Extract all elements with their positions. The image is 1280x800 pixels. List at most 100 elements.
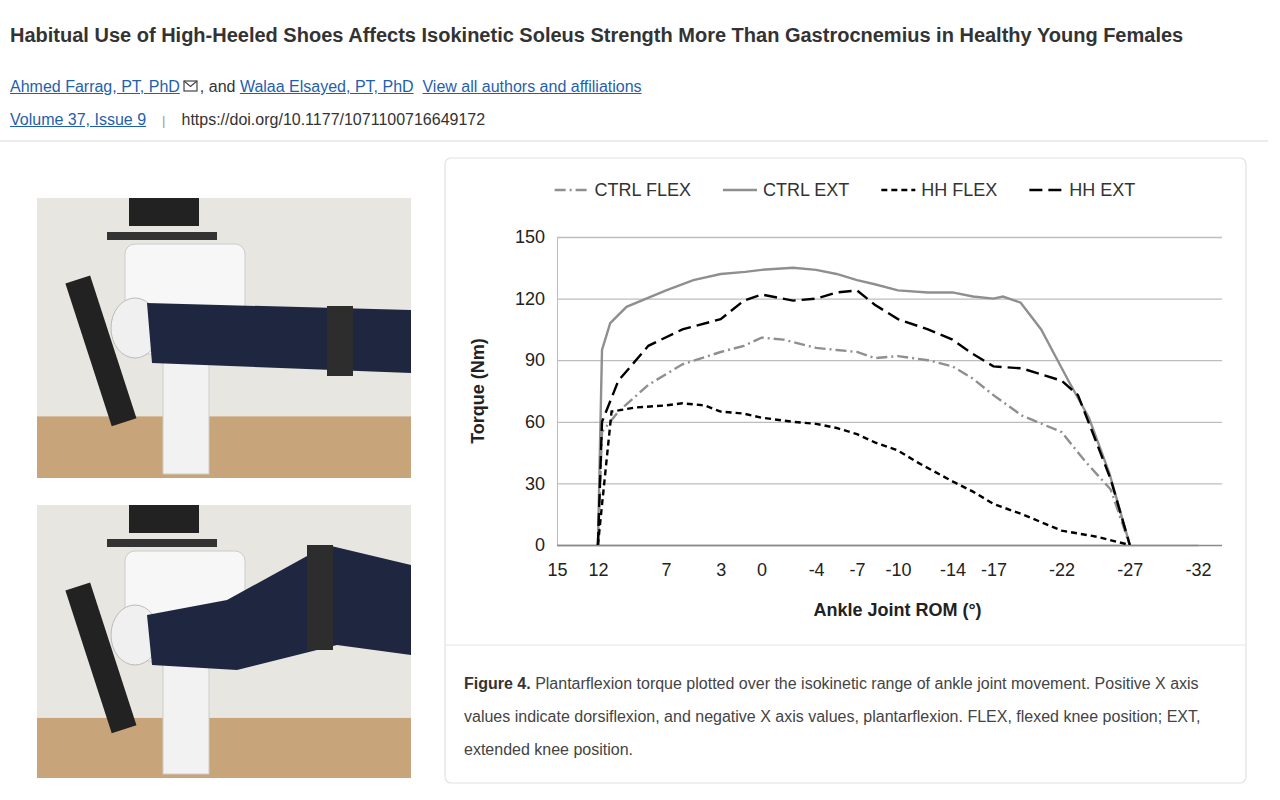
x-tick: -32 [1185,545,1211,580]
author-line: Ahmed Farrag, PT, PhD , and Walaa Elsayed… [10,78,642,96]
series-line [598,403,1130,545]
x-tick: -10 [885,545,911,580]
photo-strap [307,545,333,650]
x-tick-label: -32 [1185,560,1211,580]
photo-wall [37,505,411,778]
photo [37,505,411,778]
header-rule [0,141,1268,142]
grid-line [557,422,1222,423]
author-link[interactable]: Ahmed Farrag, PT, PhD [10,78,180,95]
doi: https://doi.org/10.1177/1071100716649172 [181,111,485,128]
x-tick: 12 [588,545,608,580]
legend-label: HH FLEX [921,180,997,200]
issue-line: Volume 37, Issue 9 | https://doi.org/10.11… [10,111,485,129]
y-tick: 60 [525,412,1222,432]
grid-line [557,545,1222,546]
legend-swatch [1029,189,1063,191]
plot-lines [598,268,1130,545]
all-authors-link[interactable]: View all authors and affiliations [422,78,641,95]
mail-icon-flap [184,81,197,87]
x-tick-label: -7 [850,560,866,580]
photo-stand [163,354,209,474]
x-tick-label: -27 [1117,560,1143,580]
legend-item: CTRL FLEX [555,180,691,200]
x-axis: 15 12 7 3 0 -4 -7 -10 -14 -17 -22 -27 -32 [547,545,1211,580]
x-tick: -17 [981,545,1007,580]
series-line [598,268,1130,545]
x-tick-label: -14 [940,560,966,580]
x-tick: 7 [662,545,672,580]
issue-link[interactable]: Volume 37, Issue 9 [10,111,146,128]
x-tick: -22 [1049,545,1075,580]
separator: | [162,113,165,128]
author-joiner: , and [200,78,236,95]
series-line [598,290,1130,545]
mail-icon[interactable] [183,80,199,92]
photo-strap [327,306,353,376]
grid-line [557,360,1222,361]
y-axis: 0 30 60 90 120 150 [515,227,1222,555]
y-tick-label: 30 [525,474,545,494]
y-axis-title: Torque (Nm) [468,338,488,444]
photo-keyboard [107,232,217,240]
x-tick: 15 [547,545,567,580]
y-tick-label: 90 [525,350,545,370]
y-tick: 150 [515,227,1222,247]
grid-line [557,237,1222,238]
legend-swatch [723,189,757,191]
photo-floor [37,718,411,778]
photo-wall [37,198,411,478]
photo-leg [147,545,411,670]
y-tick-label: 120 [515,289,545,309]
figure-panel [445,158,1246,783]
photo-monitor [129,505,199,533]
article-title: Habitual Use of High-Heeled Shoes Affect… [10,24,1272,47]
y-axis-line [557,238,558,546]
photo-floor [37,416,411,478]
x-tick: 0 [757,545,767,580]
x-tick-label: 7 [662,560,672,580]
x-tick-label: -22 [1049,560,1075,580]
series-line [598,338,1130,545]
legend-swatch [881,189,915,191]
x-tick: -27 [1117,545,1143,580]
x-tick: -4 [809,545,825,580]
photo [37,198,411,478]
x-axis-title: Ankle Joint ROM (°) [813,600,981,620]
photo-keyboard [107,539,217,547]
x-tick: 3 [716,545,726,580]
legend-swatch [555,189,589,191]
x-tick-label: -10 [885,560,911,580]
grid-line [557,483,1222,484]
figure-label: Figure 4. [464,675,531,692]
caption-rule [445,645,1246,646]
legend: CTRL FLEX CTRL EXT HH FLEX HH EXT [555,180,1136,200]
legend-item: CTRL EXT [723,180,849,200]
x-tick-label: 0 [757,560,767,580]
author-link[interactable]: Walaa Elsayed, PT, PhD [240,78,414,95]
figure-caption: Figure 4. Plantarflexion torque plotted … [464,667,1229,766]
photo-leg [147,303,411,373]
photo-monitor [129,198,199,226]
photo-stand [163,661,209,774]
y-tick: 30 [525,474,1222,494]
y-tick: 0 [535,535,1222,555]
y-tick: 90 [525,350,1222,370]
mail-icon-body [184,81,197,91]
legend-label: CTRL EXT [763,180,849,200]
figure-frame [445,158,1246,783]
x-tick-label: 12 [588,560,608,580]
x-tick: -14 [940,545,966,580]
x-tick: -7 [850,545,866,580]
x-axis-line [558,545,1199,546]
caption-text: Plantarflexion torque plotted over the i… [464,675,1200,758]
legend-label: CTRL FLEX [595,180,691,200]
x-tick-label: -4 [809,560,825,580]
y-tick: 120 [515,289,1222,309]
y-tick-label: 60 [525,412,545,432]
grid-line [557,298,1222,299]
x-tick-label: -17 [981,560,1007,580]
legend-item: HH EXT [1029,180,1135,200]
y-tick-label: 0 [535,535,545,555]
legend-label: HH EXT [1069,180,1135,200]
